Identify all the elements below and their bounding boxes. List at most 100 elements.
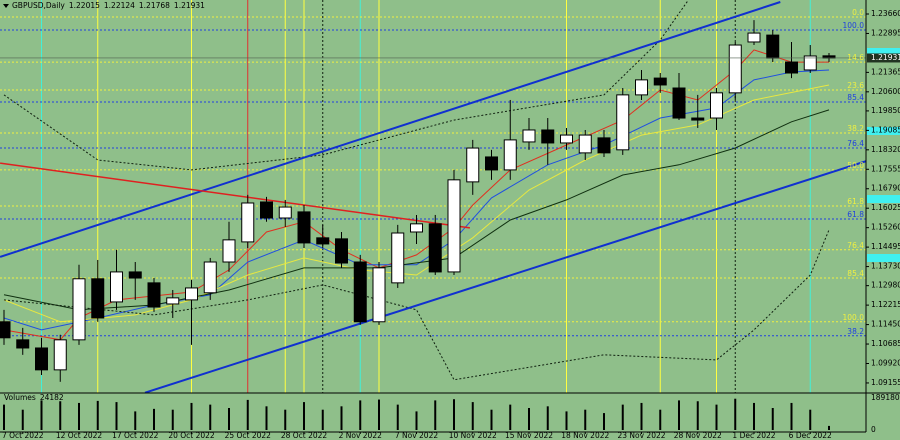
fib-level-label: 38.2 <box>847 327 864 336</box>
candle-body <box>653 77 667 86</box>
candle-body <box>91 278 105 319</box>
x-tick-label: 1 Dec 2022 <box>732 431 775 440</box>
y-tick-label: 1.17555 <box>871 164 900 173</box>
candle-body <box>72 278 86 341</box>
fib-level-label: 14.6 <box>847 53 864 62</box>
labels: 1.23660 1.22895 1.21365 1.20600 1.19850 1.190… <box>2 8 900 440</box>
current-price-tag <box>867 53 900 63</box>
y-tick-label: 1.16025 <box>871 203 900 212</box>
candle-body <box>203 261 217 294</box>
chart-title: GBPUSD,Daily <box>12 1 65 10</box>
y-tick-label: 1.10685 <box>871 339 900 348</box>
candle-body <box>728 44 742 94</box>
candle-body <box>185 287 198 301</box>
candle-body <box>428 223 442 273</box>
candle-body <box>128 271 142 279</box>
candle-body <box>597 137 611 154</box>
fib-level-label: 100.0 <box>843 21 865 30</box>
candle-body <box>278 206 292 219</box>
x-tick-label: 25 Oct 2022 <box>225 431 272 440</box>
y-tick-label: 1.14495 <box>871 242 900 251</box>
y-tick-label: 1.22895 <box>871 28 900 37</box>
candle-body <box>335 238 348 264</box>
volume-label: Volumes <box>4 393 36 402</box>
candle-body <box>166 297 180 305</box>
fib-level-label: 61.8 <box>847 197 864 206</box>
candle-body <box>297 211 311 244</box>
level-tag <box>867 254 900 262</box>
candle-body <box>578 134 592 154</box>
candle-body <box>260 201 273 219</box>
fib-level-label: 61.8 <box>847 210 864 219</box>
x-tick-label: 7 Nov 2022 <box>395 431 438 440</box>
open-value: 1.22015 <box>69 1 100 10</box>
menu-icon <box>3 4 9 8</box>
volume-tick-label: 0 <box>871 425 876 434</box>
fib-level-label: 38.2 <box>847 124 864 133</box>
x-tick-label: 10 Nov 2022 <box>449 431 497 440</box>
fib-level-label: 76.4 <box>847 139 864 148</box>
x-tick-label: 28 Nov 2022 <box>674 431 722 440</box>
candle-body <box>53 339 67 371</box>
x-tick-label: 2 Nov 2022 <box>339 431 382 440</box>
x-tick-label: 17 Oct 2022 <box>112 431 159 440</box>
candle-body <box>803 55 817 71</box>
candle-body <box>522 129 536 143</box>
y-tick-label: 1.09920 <box>871 358 900 367</box>
indicator-line <box>3 229 830 381</box>
level-tag <box>867 127 900 135</box>
current-price-label: 1.21931 <box>871 53 900 62</box>
y-tick-label: 1.15260 <box>871 223 900 232</box>
x-tick-label: 7 Oct 2022 <box>2 431 44 440</box>
candle-body <box>353 261 367 323</box>
y-tick-label: 1.20600 <box>871 87 900 96</box>
x-tick-label: 28 Oct 2022 <box>281 431 328 440</box>
candle-body <box>147 282 161 308</box>
volume-tick-label: 189180 <box>871 393 900 402</box>
candle-body <box>766 34 780 59</box>
candle-body <box>316 237 330 245</box>
candle-body <box>447 179 461 273</box>
fib-level-label: 76.4 <box>847 241 864 250</box>
candle-body <box>747 32 761 43</box>
close-value: 1.21931 <box>174 1 205 10</box>
x-tick-label: 20 Oct 2022 <box>168 431 215 440</box>
candle-body <box>560 134 573 144</box>
fib-level-label: 100.0 <box>843 313 865 322</box>
trend-line <box>144 160 866 393</box>
fib-level-label: 85.4 <box>847 93 864 102</box>
candle-body <box>503 139 517 171</box>
candle-body <box>672 87 686 119</box>
fib-level-label: 85.4 <box>847 269 864 278</box>
y-tick-label: 1.12980 <box>871 281 900 290</box>
y-tick-label: 1.19085 <box>871 125 900 134</box>
plot-area <box>0 0 866 393</box>
y-tick-label: 1.19850 <box>871 106 900 115</box>
candle-body <box>541 129 555 144</box>
y-tick-label: 1.23660 <box>871 9 900 18</box>
candle-body <box>16 339 30 349</box>
y-tick-label: 1.13730 <box>871 262 900 271</box>
candle-body <box>466 147 480 183</box>
y-tick-label: 1.09155 <box>871 378 900 387</box>
candle-body <box>485 156 498 171</box>
candle-body <box>410 223 423 233</box>
x-tick-label: 6 Dec 2022 <box>789 431 832 440</box>
candle-body <box>691 117 705 121</box>
candle-body <box>0 321 11 339</box>
indicator-line <box>3 0 689 171</box>
fib-level-label: 23.6 <box>847 81 864 90</box>
trend-line <box>0 162 471 229</box>
y-tick-label: 1.12215 <box>871 300 900 309</box>
x-tick-label: 15 Nov 2022 <box>505 431 553 440</box>
y-tick-label: 1.21365 <box>871 67 900 76</box>
low-value: 1.21768 <box>139 1 170 10</box>
candle-body <box>635 79 648 96</box>
candle-body <box>616 94 630 151</box>
fib-level-label: 50.0 <box>847 161 864 170</box>
chart-header: GBPUSD,Daily 1.22015 1.22124 1.21768 1.21931 <box>12 1 205 10</box>
candle-body <box>391 232 405 284</box>
volume-value: 24182 <box>40 393 64 402</box>
